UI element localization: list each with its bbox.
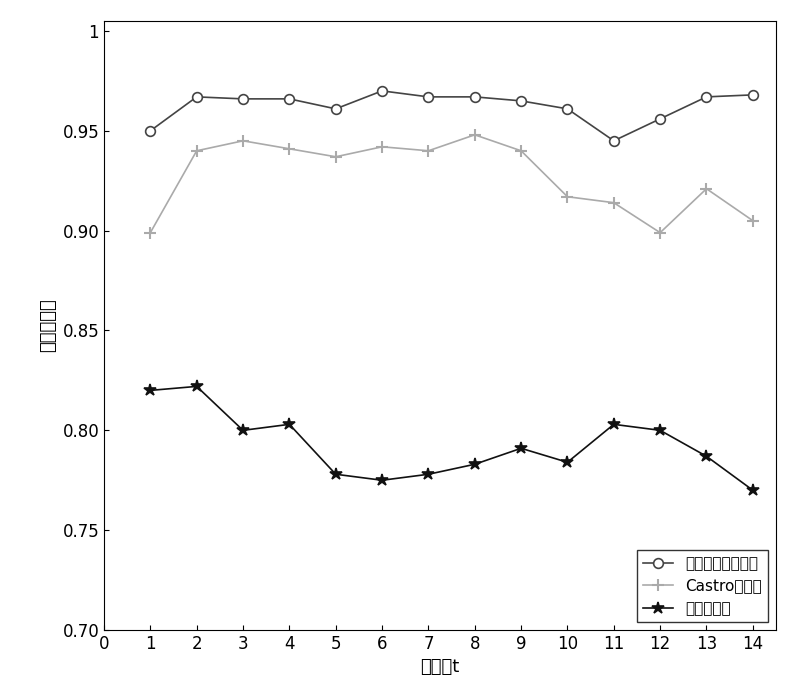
- 移动平均法: [146, 386, 155, 395]
- Line: 移动平均法: 移动平均法: [144, 380, 759, 496]
- Castro的模型: [702, 185, 711, 193]
- Line: Castro的模型: Castro的模型: [145, 130, 758, 238]
- 移动平均法: [702, 452, 711, 461]
- 时空转移概率模型: [146, 127, 155, 135]
- 时空转移概率模型: [238, 94, 248, 103]
- 时空转移概率模型: [748, 91, 758, 99]
- 移动平均法: [285, 420, 294, 428]
- 时空转移概率模型: [562, 105, 572, 113]
- 移动平均法: [609, 420, 618, 428]
- Castro的模型: [562, 193, 572, 201]
- Castro的模型: [748, 216, 758, 225]
- 移动平均法: [192, 382, 202, 391]
- 移动平均法: [470, 460, 479, 468]
- 移动平均法: [748, 486, 758, 494]
- 移动平均法: [562, 458, 572, 466]
- Castro的模型: [238, 136, 248, 145]
- 时空转移概率模型: [285, 94, 294, 103]
- Castro的模型: [609, 199, 618, 207]
- Castro的模型: [378, 143, 387, 151]
- Castro的模型: [424, 146, 434, 155]
- Castro的模型: [146, 228, 155, 237]
- Castro的模型: [516, 146, 526, 155]
- Legend: 时空转移概率模型, Castro的模型, 移动平均法: 时空转移概率模型, Castro的模型, 移动平均法: [637, 550, 768, 622]
- 移动平均法: [655, 426, 665, 435]
- 移动平均法: [424, 470, 434, 479]
- Castro的模型: [192, 146, 202, 155]
- 移动平均法: [238, 426, 248, 435]
- 时空转移概率模型: [655, 115, 665, 123]
- 时空转移概率模型: [609, 136, 618, 145]
- 时空转移概率模型: [378, 87, 387, 95]
- 移动平均法: [516, 444, 526, 452]
- Line: 时空转移概率模型: 时空转移概率模型: [146, 86, 758, 146]
- Castro的模型: [285, 145, 294, 153]
- 移动平均法: [378, 476, 387, 484]
- 时空转移概率模型: [702, 92, 711, 101]
- Castro的模型: [470, 131, 479, 139]
- 移动平均法: [331, 470, 341, 479]
- Castro的模型: [655, 228, 665, 237]
- 时空转移概率模型: [516, 97, 526, 105]
- 时空转移概率模型: [424, 92, 434, 101]
- 时空转移概率模型: [192, 92, 202, 101]
- Y-axis label: 预测准确率: 预测准确率: [39, 299, 57, 352]
- 时空转移概率模型: [331, 105, 341, 113]
- 时空转移概率模型: [470, 92, 479, 101]
- Castro的模型: [331, 153, 341, 161]
- X-axis label: 时间段t: 时间段t: [420, 659, 460, 676]
